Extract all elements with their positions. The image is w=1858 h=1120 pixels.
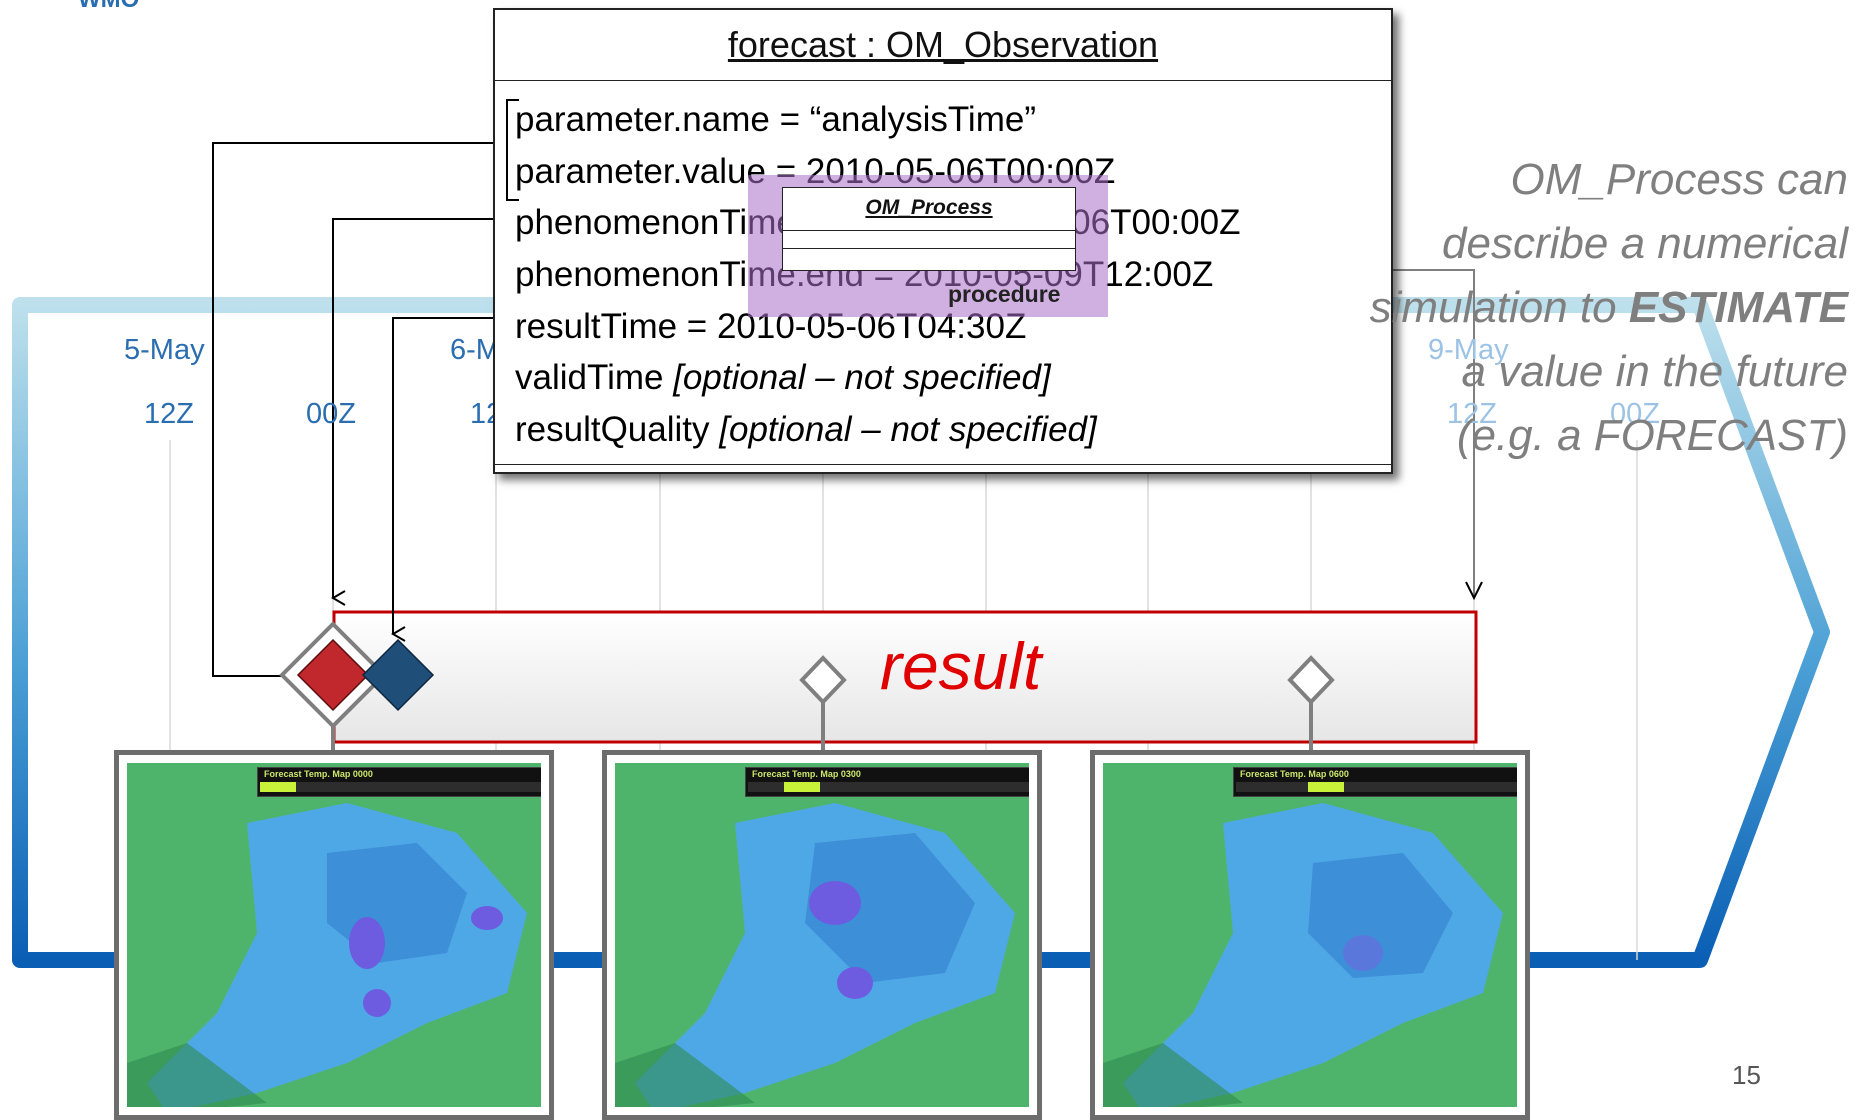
analysis-diamond bbox=[296, 638, 370, 712]
map-time-slider: Forecast Temp. Map 0600 bbox=[1233, 767, 1517, 797]
map-image bbox=[1103, 763, 1517, 1107]
attr-valid-time: validTime [optional – not specified] bbox=[515, 358, 1051, 398]
process-title: OM_Process bbox=[865, 196, 993, 219]
hour-label: 12Z bbox=[144, 398, 194, 430]
connector-result-time bbox=[391, 317, 505, 642]
date-label-9-may: 9-May bbox=[1428, 334, 1509, 366]
result-box bbox=[332, 610, 1478, 744]
connector-phenomenon-begin bbox=[331, 218, 505, 606]
connector-analysis-time bbox=[212, 142, 505, 677]
map-time-slider: Forecast Temp. Map 0300 bbox=[745, 767, 1029, 797]
callout-line: (e.g. a FORECAST) bbox=[1456, 411, 1848, 460]
callout-line: a value in the future bbox=[1461, 347, 1848, 396]
forecast-map-0600: Forecast Temp. Map 0600 bbox=[1090, 750, 1530, 1120]
callout-line: OM_Process can bbox=[1510, 155, 1848, 204]
result-label: result bbox=[880, 629, 1042, 703]
attr-result-quality: resultQuality [optional – not specified] bbox=[515, 410, 1097, 450]
observation-title: forecast : OM_Observation bbox=[495, 10, 1391, 81]
date-label-6-may: 6-M bbox=[450, 334, 500, 366]
attr-parameter-name: parameter.name = “analysisTime” bbox=[515, 100, 1036, 139]
hour-label: 12Z bbox=[1447, 398, 1497, 430]
timeline-arrow bbox=[12, 297, 1830, 968]
map-time-slider: Forecast Temp. Map 0000 bbox=[257, 767, 541, 797]
om-process-box: OM_Process bbox=[782, 187, 1076, 271]
process-callout: OM_Process can describe a numerical simu… bbox=[1328, 148, 1848, 468]
forecast-map-0300: Forecast Temp. Map 0300 bbox=[602, 750, 1042, 1120]
date-label-5-may: 5-May bbox=[124, 334, 205, 366]
wmo-logo-text: WMO bbox=[78, 0, 139, 14]
callout-line: describe a numerical bbox=[1442, 219, 1848, 268]
procedure-label: procedure bbox=[948, 281, 1061, 307]
hour-label: 00Z bbox=[306, 398, 356, 430]
map-image bbox=[127, 763, 541, 1107]
parameter-bracket bbox=[506, 99, 519, 201]
callout-line: simulation to ESTIMATE bbox=[1369, 283, 1848, 332]
page-number: 15 bbox=[1732, 1060, 1761, 1090]
forecast-map-0000: Forecast Temp. Map 0000 bbox=[114, 750, 554, 1120]
map-image bbox=[615, 763, 1029, 1107]
observation-bottom-divider bbox=[495, 464, 1391, 465]
hour-label: 00Z bbox=[1610, 398, 1660, 430]
result-time-diamond bbox=[361, 638, 435, 712]
